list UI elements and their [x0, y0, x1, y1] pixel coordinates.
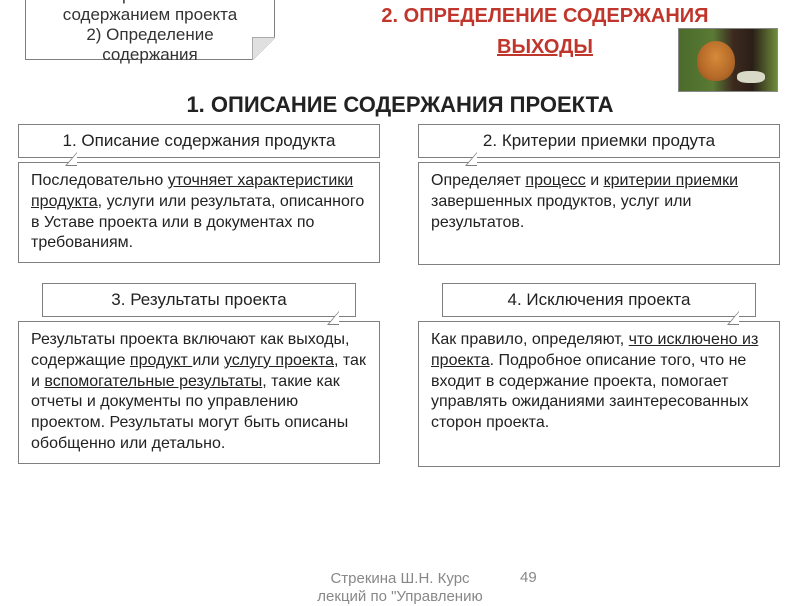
note-line: Управление — [103, 0, 198, 4]
note-line: 2) Определение — [86, 25, 213, 44]
box1-desc: Последовательно уточняет характеристики … — [18, 162, 380, 263]
content-grid: 1. Описание содержания продукта Последов… — [18, 124, 782, 485]
box2-desc: Определяет процесс и критерии приемки за… — [418, 162, 780, 265]
section-title: 2. ОПРЕДЕЛЕНИЕ СОДЕРЖАНИЯ — [310, 5, 780, 28]
page-number: 49 — [520, 569, 537, 586]
main-heading: 1. ОПИСАНИЕ СОДЕРЖАНИЯ ПРОЕКТА — [0, 92, 800, 118]
box4-desc: Как правило, определяют, что исключено и… — [418, 321, 780, 467]
box3-label: 3. Результаты проекта — [42, 283, 356, 317]
fox-image — [678, 28, 778, 92]
note-line: содержания — [102, 45, 198, 64]
sticky-note: Управление содержанием проекта 2) Опреде… — [25, 0, 275, 60]
box4-label: 4. Исключения проекта — [442, 283, 756, 317]
box3-desc: Результаты проекта включают как выходы, … — [18, 321, 380, 464]
note-line: содержанием проекта — [63, 5, 237, 24]
footer-text: Стрекина Ш.Н. Курс лекций по "Управлению — [0, 570, 800, 606]
